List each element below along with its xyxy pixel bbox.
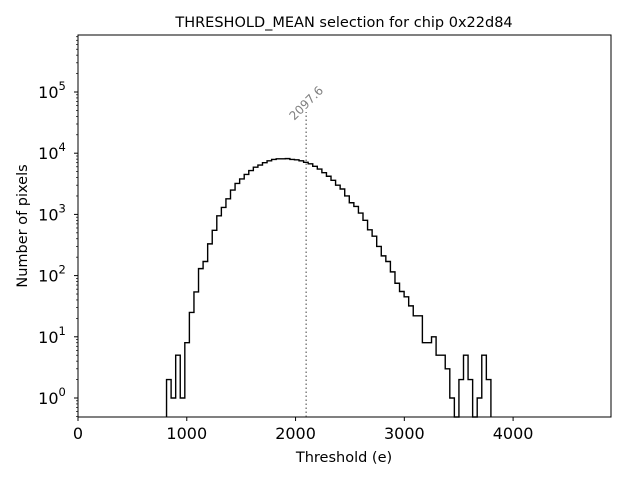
plot-area: 2097.6 xyxy=(165,83,492,418)
x-tick-label: 3000 xyxy=(384,424,425,443)
x-axis: 0 1000 2000 3000 4000 xyxy=(73,417,534,443)
plot-frame xyxy=(77,34,612,418)
y-tick-label: 103 xyxy=(38,201,66,224)
y-axis-label: Number of pixels xyxy=(15,164,31,287)
y-tick-label: 100 xyxy=(38,385,66,408)
y-tick-label: 102 xyxy=(38,263,66,286)
mean-marker-label: 2097.6 xyxy=(287,83,327,123)
x-tick-label: 4000 xyxy=(493,424,534,443)
x-tick-label: 2000 xyxy=(275,424,316,443)
x-tick-label: 0 xyxy=(73,424,83,443)
histogram-step-line xyxy=(165,157,492,418)
x-axis-label: Threshold (e) xyxy=(295,450,392,466)
x-tick-label: 1000 xyxy=(166,424,207,443)
chart-title: THRESHOLD_MEAN selection for chip 0x22d8… xyxy=(174,15,512,31)
y-axis: 100 101 102 103 104 105 xyxy=(38,36,78,417)
y-tick-label: 105 xyxy=(38,79,66,102)
y-tick-label: 101 xyxy=(38,324,66,347)
y-tick-label: 104 xyxy=(38,140,66,163)
